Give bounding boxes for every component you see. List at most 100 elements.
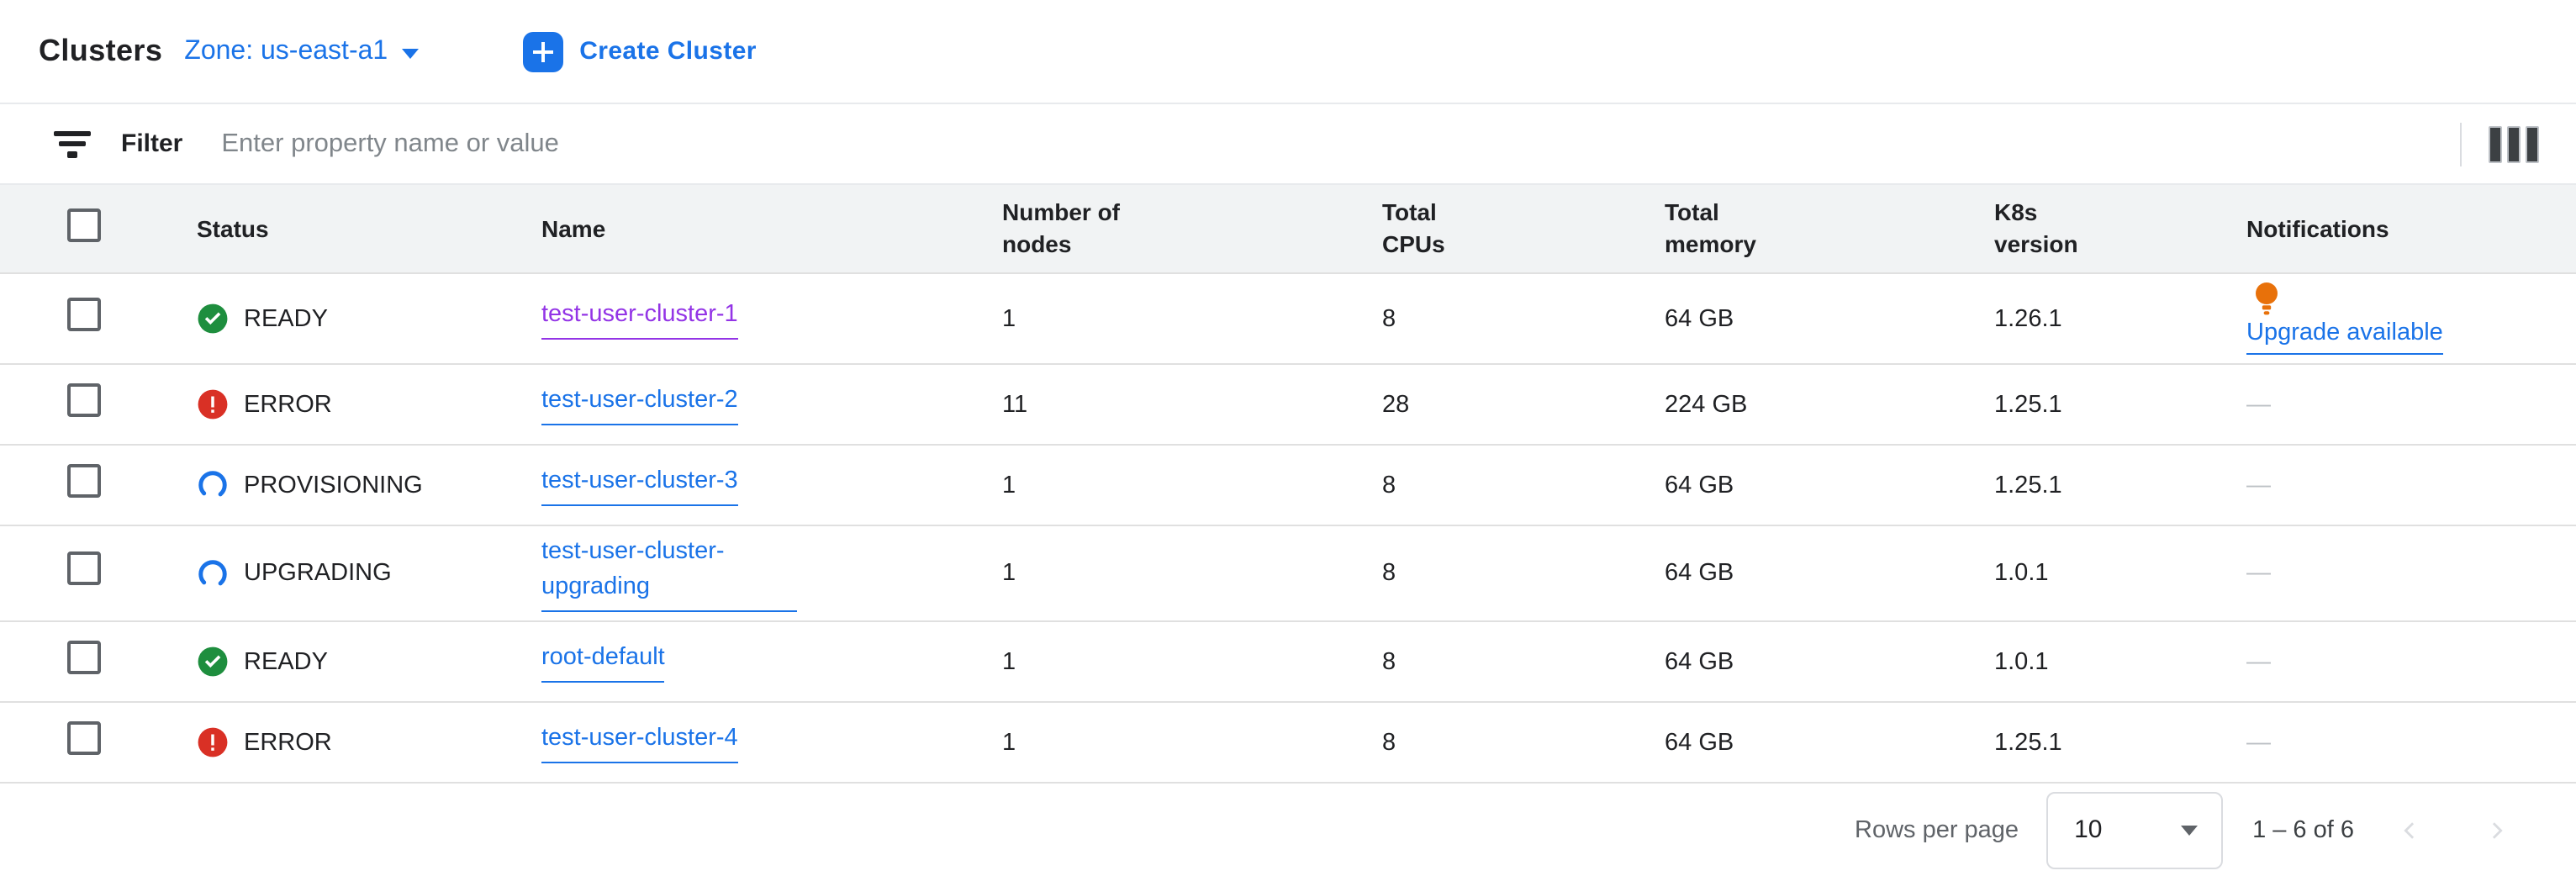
chevron-down-icon xyxy=(401,48,419,58)
status-cell: ERROR xyxy=(197,388,541,421)
pagination-bar: Rows per page 10 1 – 6 of 6 xyxy=(0,784,2576,876)
cluster-name-link[interactable]: root-default xyxy=(541,641,665,683)
rows-per-page-label: Rows per page xyxy=(1855,816,2019,843)
red-exclamation-circle-icon xyxy=(197,726,229,758)
total-memory-value: 64 GB xyxy=(1665,305,1734,332)
k8s-version-value: 1.26.1 xyxy=(1994,305,2062,332)
create-cluster-label: Create Cluster xyxy=(579,37,757,66)
total-cpus-value: 28 xyxy=(1382,391,1410,418)
table-body: READY test-user-cluster-1 1 8 64 GB 1.26… xyxy=(0,274,2576,784)
chevron-left-icon xyxy=(2398,818,2421,842)
no-notification-dash: — xyxy=(2246,391,2271,418)
notification: Upgrade available xyxy=(2246,282,2552,355)
filter-icon xyxy=(52,130,91,157)
page-title: Clusters xyxy=(39,34,163,67)
upgrade-available-link[interactable]: Upgrade available xyxy=(2246,316,2443,355)
row-checkbox[interactable] xyxy=(67,640,101,673)
status-label: READY xyxy=(244,648,328,675)
table-row: READY test-user-cluster-1 1 8 64 GB 1.26… xyxy=(0,274,2576,365)
notification-cell: — xyxy=(2246,557,2576,590)
notification-cell: — xyxy=(2246,468,2576,502)
no-notification-dash: — xyxy=(2246,560,2271,587)
next-page-button[interactable] xyxy=(2485,818,2509,842)
cluster-name-link[interactable]: test-user-cluster-upgrading xyxy=(541,535,797,612)
row-checkbox[interactable] xyxy=(67,383,101,416)
create-cluster-button[interactable]: Create Cluster xyxy=(522,31,757,71)
total-memory-value: 64 GB xyxy=(1665,472,1734,499)
page-header: Clusters Zone: us-east-a1 Create Cluster xyxy=(0,0,2576,104)
clusters-table: Status Name Number of nodes Total CPUs T… xyxy=(0,185,2576,784)
row-checkbox[interactable] xyxy=(67,720,101,754)
row-checkbox[interactable] xyxy=(67,297,101,330)
table-row: PROVISIONING test-user-cluster-3 1 8 64 … xyxy=(0,446,2576,526)
status-label: ERROR xyxy=(244,391,332,418)
status-label: PROVISIONING xyxy=(244,472,423,499)
filter-input[interactable] xyxy=(218,127,2460,161)
table-row: READY root-default 1 8 64 GB 1.0.1 — xyxy=(0,622,2576,703)
column-header-total-memory: Total memory xyxy=(1665,198,1756,257)
k8s-version-value: 1.25.1 xyxy=(1994,391,2062,418)
notification-cell: — xyxy=(2246,645,2576,678)
row-checkbox[interactable] xyxy=(67,551,101,585)
table-row: ERROR test-user-cluster-2 11 28 224 GB 1… xyxy=(0,365,2576,446)
k8s-version-value: 1.0.1 xyxy=(1994,648,2049,675)
number-of-nodes-value: 1 xyxy=(1002,648,1016,675)
cluster-name-link[interactable]: test-user-cluster-4 xyxy=(541,721,738,763)
cluster-name-link[interactable]: test-user-cluster-1 xyxy=(541,298,738,340)
zone-selector[interactable]: Zone: us-east-a1 xyxy=(184,36,419,66)
green-check-circle-icon xyxy=(197,303,229,335)
chevron-right-icon xyxy=(2485,818,2509,842)
total-cpus-value: 8 xyxy=(1382,305,1396,332)
select-all-checkbox[interactable] xyxy=(67,208,101,241)
previous-page-button[interactable] xyxy=(2398,818,2421,842)
number-of-nodes-value: 1 xyxy=(1002,729,1016,756)
status-cell: READY xyxy=(197,302,541,335)
total-memory-value: 224 GB xyxy=(1665,391,1748,418)
no-notification-dash: — xyxy=(2246,729,2271,756)
rows-per-page-value: 10 xyxy=(2074,815,2103,844)
lightbulb-icon xyxy=(2253,282,2280,316)
notification-cell: Upgrade available xyxy=(2246,282,2576,355)
total-memory-value: 64 GB xyxy=(1665,729,1734,756)
plus-icon xyxy=(522,31,563,71)
total-cpus-value: 8 xyxy=(1382,648,1396,675)
row-checkbox[interactable] xyxy=(67,463,101,497)
column-header-number-of-nodes: Number of nodes xyxy=(1002,198,1120,257)
page-range-label: 1 – 6 of 6 xyxy=(2252,816,2354,843)
chevron-down-icon xyxy=(2180,825,2198,835)
column-display-options-icon xyxy=(2489,125,2502,162)
total-cpus-value: 8 xyxy=(1382,472,1396,499)
number-of-nodes-value: 1 xyxy=(1002,472,1016,499)
total-memory-value: 64 GB xyxy=(1665,648,1734,675)
filter-bar: Filter xyxy=(0,104,2576,185)
number-of-nodes-value: 1 xyxy=(1002,305,1016,332)
notification-cell: — xyxy=(2246,726,2576,759)
column-header-name: Name xyxy=(541,214,606,241)
total-cpus-value: 8 xyxy=(1382,560,1396,587)
k8s-version-value: 1.25.1 xyxy=(1994,729,2062,756)
total-memory-value: 64 GB xyxy=(1665,560,1734,587)
no-notification-dash: — xyxy=(2246,472,2271,499)
no-notification-dash: — xyxy=(2246,648,2271,675)
cluster-name-link[interactable]: test-user-cluster-3 xyxy=(541,464,738,506)
red-exclamation-circle-icon xyxy=(197,388,229,420)
rows-per-page-select[interactable]: 10 xyxy=(2045,791,2223,868)
column-display-options-button[interactable] xyxy=(2485,122,2542,166)
column-header-status: Status xyxy=(197,214,269,241)
status-cell: READY xyxy=(197,645,541,678)
table-header-row: Status Name Number of nodes Total CPUs T… xyxy=(0,185,2576,274)
column-header-notifications: Notifications xyxy=(2246,214,2389,241)
k8s-version-value: 1.25.1 xyxy=(1994,472,2062,499)
zone-selector-label: Zone: us-east-a1 xyxy=(184,36,388,65)
cluster-name-link[interactable]: test-user-cluster-2 xyxy=(541,383,738,425)
status-label: ERROR xyxy=(244,729,332,756)
status-label: UPGRADING xyxy=(244,560,392,587)
blue-spinner-icon xyxy=(197,557,229,589)
total-cpus-value: 8 xyxy=(1382,729,1396,756)
table-row: ERROR test-user-cluster-4 1 8 64 GB 1.25… xyxy=(0,703,2576,784)
status-label: READY xyxy=(244,305,328,332)
status-cell: ERROR xyxy=(197,726,541,759)
status-cell: UPGRADING xyxy=(197,557,541,590)
table-row: UPGRADING test-user-cluster-upgrading 1 … xyxy=(0,526,2576,622)
